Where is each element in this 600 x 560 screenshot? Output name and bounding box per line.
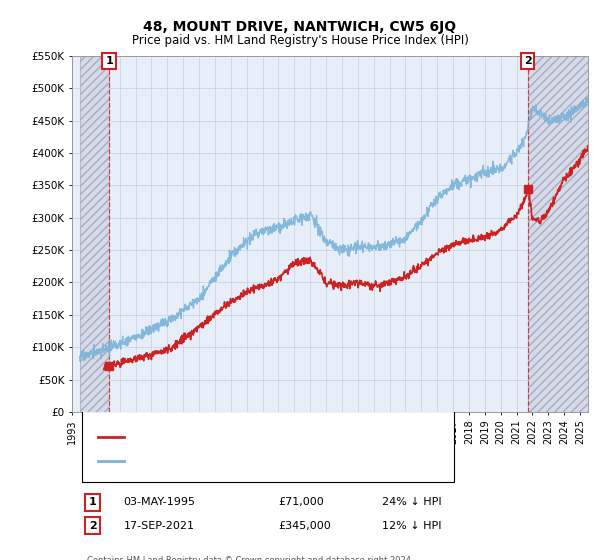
Text: 2: 2: [524, 56, 532, 66]
Bar: [528, 56, 588, 412]
Bar: [528, 56, 588, 412]
Text: Contains HM Land Registry data © Crown copyright and database right 2024.
This d: Contains HM Land Registry data © Crown c…: [88, 556, 414, 560]
Text: 24% ↓ HPI: 24% ↓ HPI: [382, 497, 441, 507]
Text: 48, MOUNT DRIVE, NANTWICH, CW5 6JQ (detached house): 48, MOUNT DRIVE, NANTWICH, CW5 6JQ (deta…: [134, 432, 438, 441]
Text: 1: 1: [105, 56, 113, 66]
FancyBboxPatch shape: [82, 410, 454, 482]
Text: 1: 1: [89, 497, 97, 507]
Text: 12% ↓ HPI: 12% ↓ HPI: [382, 521, 441, 530]
Bar: [80, 56, 109, 412]
Text: 17-SEP-2021: 17-SEP-2021: [124, 521, 194, 530]
Text: 03-MAY-1995: 03-MAY-1995: [124, 497, 196, 507]
Text: Price paid vs. HM Land Registry's House Price Index (HPI): Price paid vs. HM Land Registry's House …: [131, 34, 469, 46]
Text: £71,000: £71,000: [278, 497, 324, 507]
Text: HPI: Average price, detached house, Cheshire East: HPI: Average price, detached house, Ches…: [134, 456, 398, 466]
Text: £345,000: £345,000: [278, 521, 331, 530]
Text: 48, MOUNT DRIVE, NANTWICH, CW5 6JQ: 48, MOUNT DRIVE, NANTWICH, CW5 6JQ: [143, 20, 457, 34]
Text: 2: 2: [89, 521, 97, 530]
Bar: [80, 56, 109, 412]
